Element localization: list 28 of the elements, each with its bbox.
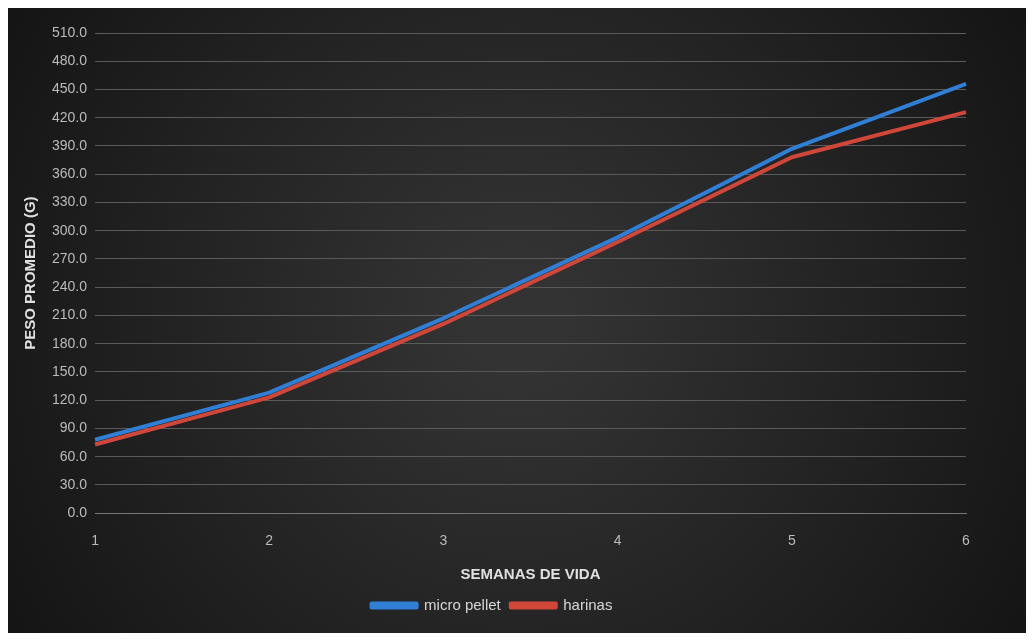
legend-label: micro pellet: [424, 595, 502, 613]
y-tick-label: 270.0: [51, 249, 88, 266]
y-tick-label: 420.0: [51, 108, 88, 125]
y-tick-label: 510.0: [51, 23, 88, 40]
y-tick-label: 90.0: [59, 419, 88, 436]
y-tick-label: 300.0: [51, 221, 88, 238]
y-tick-label: 180.0: [51, 334, 88, 351]
x-tick-label: 2: [265, 532, 274, 549]
y-tick-label: 330.0: [51, 193, 88, 210]
y-tick-label: 390.0: [51, 136, 88, 153]
y-axis-title: PESO PROMEDIO (G): [21, 196, 39, 350]
y-tick-label: 60.0: [59, 447, 88, 464]
y-tick-label: 450.0: [51, 80, 88, 97]
x-tick-label: 1: [91, 532, 100, 549]
y-tick-label: 30.0: [59, 475, 88, 492]
x-tick-label: 3: [439, 532, 448, 549]
y-tick-label: 240.0: [51, 278, 88, 295]
x-tick-label: 5: [787, 532, 796, 549]
y-tick-label: 120.0: [51, 391, 88, 408]
x-tick-label: 4: [613, 532, 622, 549]
y-tick-label: 0.0: [67, 504, 88, 521]
y-tick-label: 150.0: [51, 362, 88, 379]
x-axis-title: SEMANAS DE VIDA: [460, 565, 601, 583]
legend-label: harinas: [563, 595, 613, 613]
y-tick-label: 210.0: [51, 306, 88, 323]
x-tick-label: 6: [962, 532, 971, 549]
y-tick-label: 360.0: [51, 165, 88, 182]
y-tick-label: 480.0: [51, 52, 88, 69]
